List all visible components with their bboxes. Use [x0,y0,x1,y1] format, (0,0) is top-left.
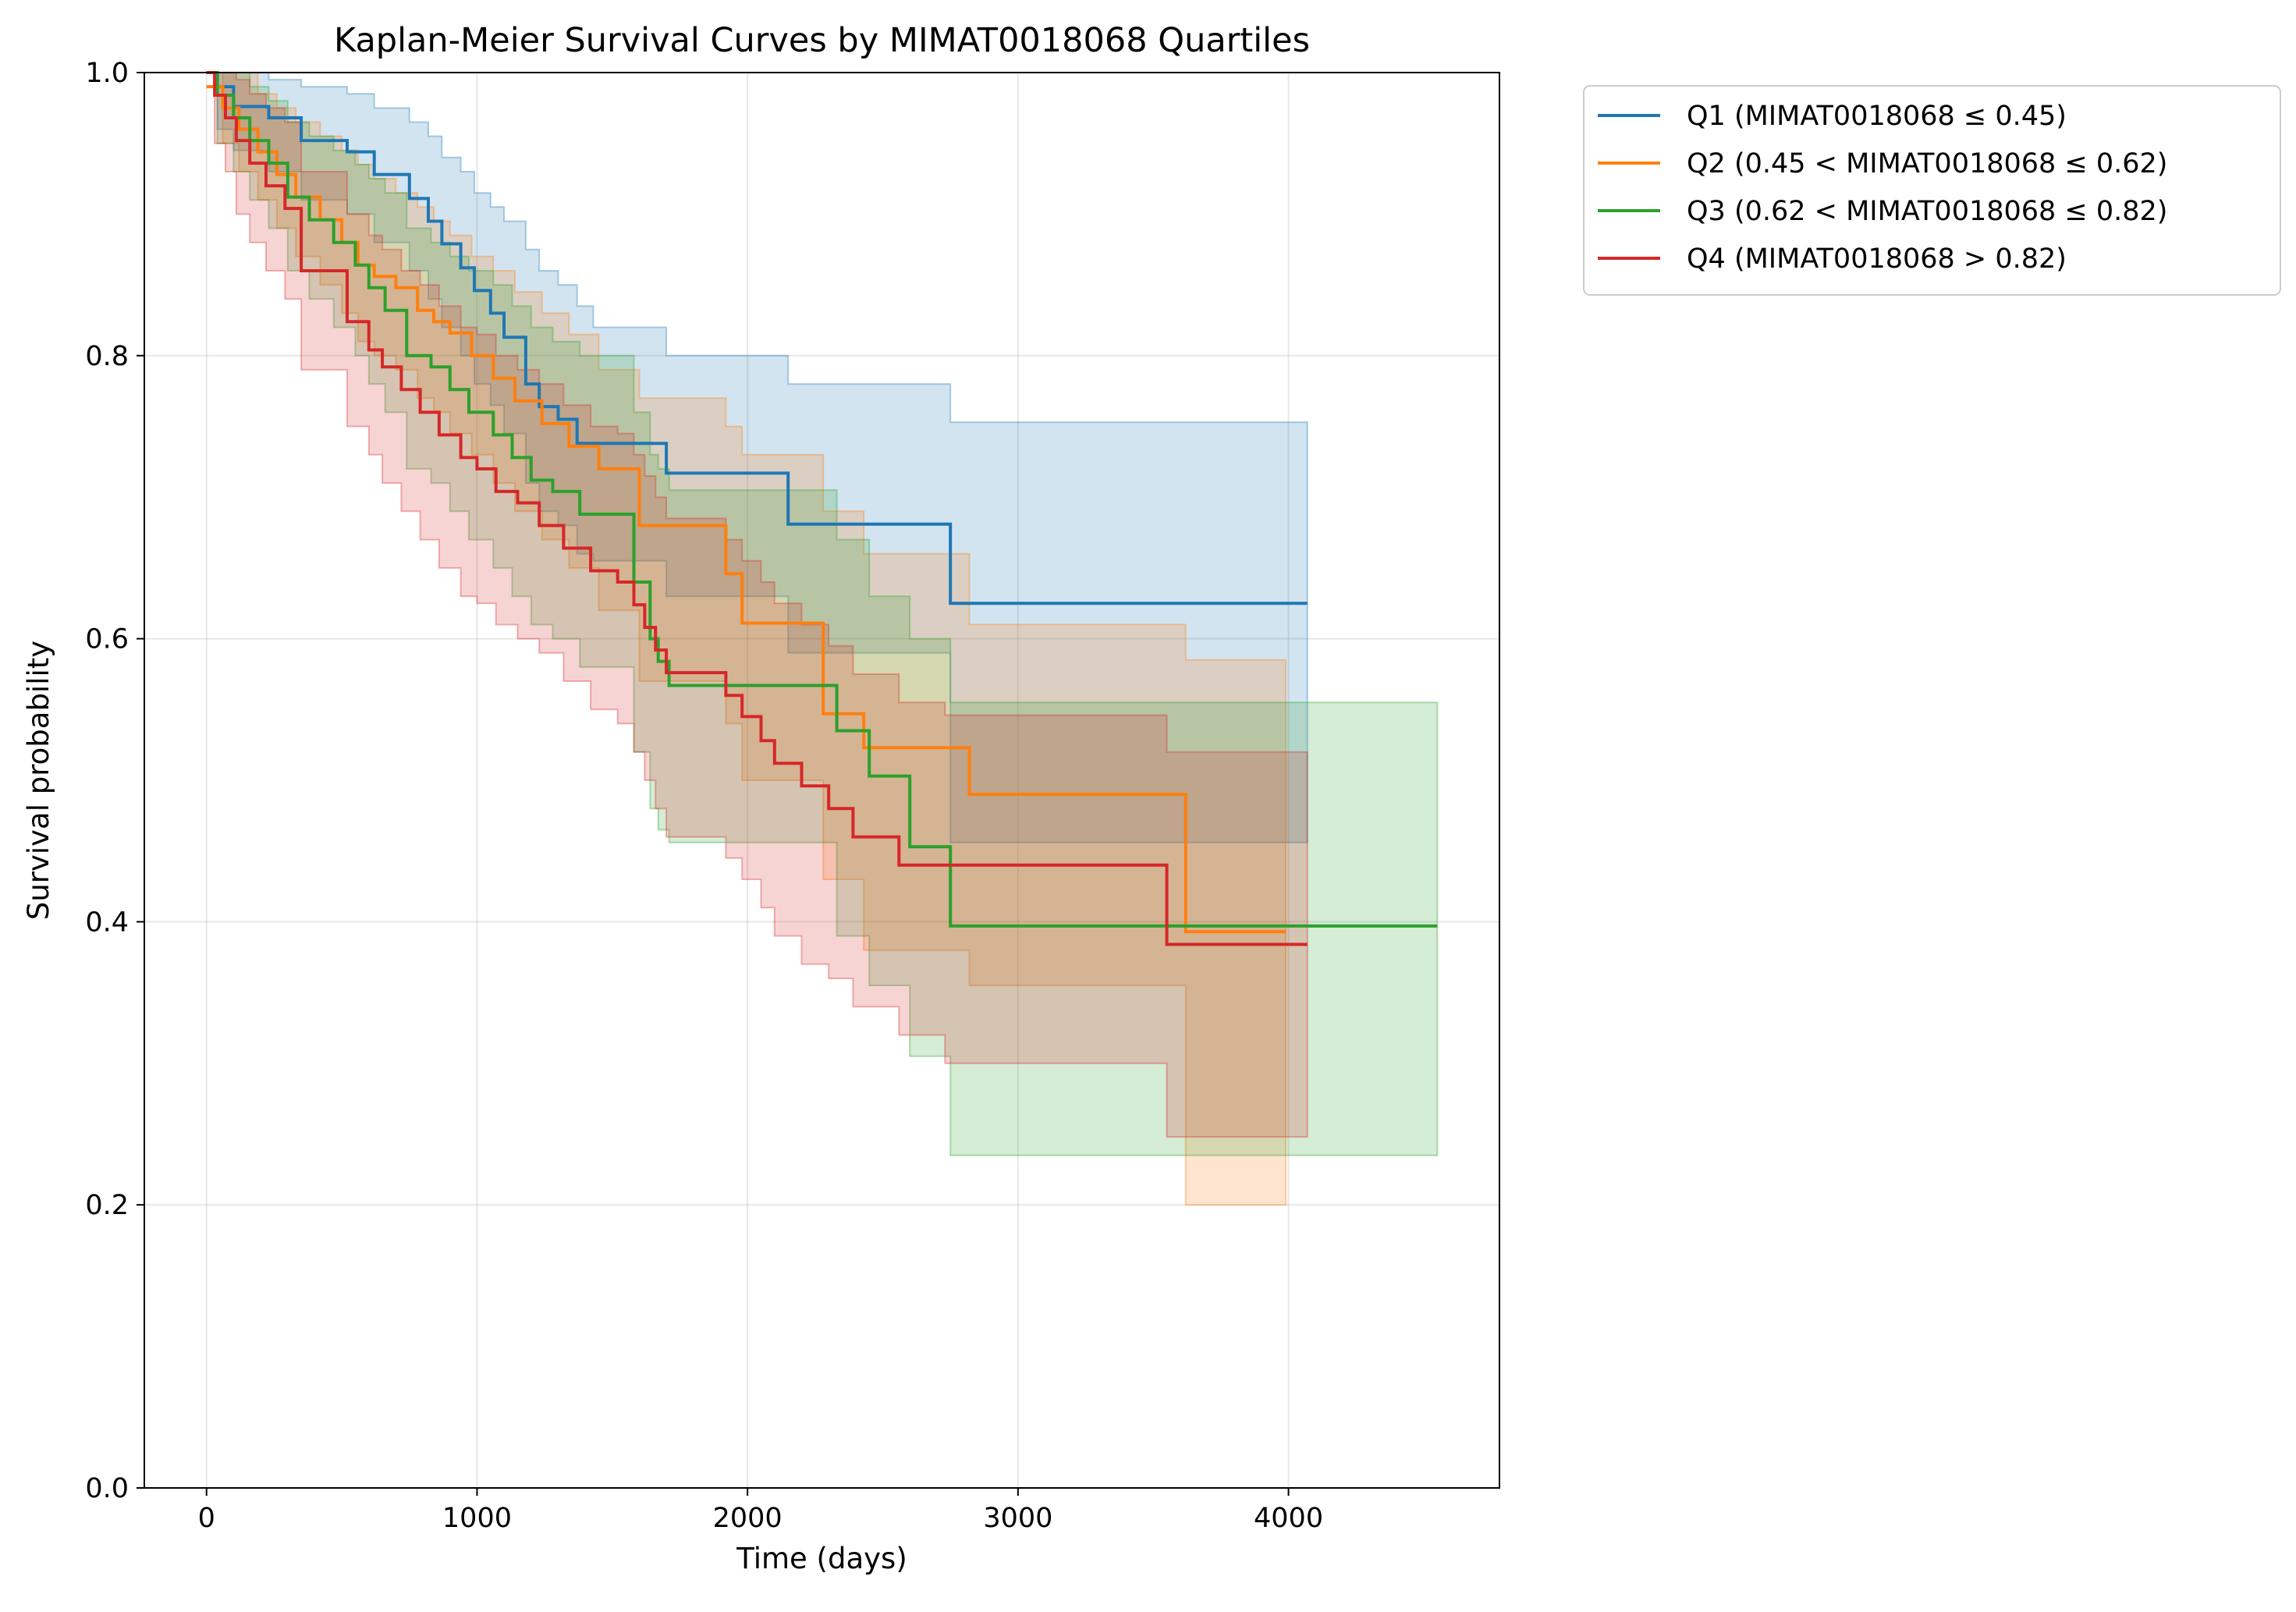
survival-line-q2 [206,85,1286,934]
ci-band-q4 [206,72,1308,1138]
y-tick-label: 1.0 [85,58,129,89]
legend-label: Q2 (0.45 < MIMAT0018068 ≤ 0.62) [1687,148,2167,179]
x-axis-label: Time (days) [736,1542,907,1575]
y-tick-label: 0.0 [85,1473,129,1504]
y-tick-label: 0.4 [85,907,129,938]
ci-band-q3 [206,72,1439,1156]
legend-label: Q4 (MIMAT0018068 > 0.82) [1687,243,2067,275]
x-tick-label: 4000 [1254,1503,1323,1534]
legend-label: Q3 (0.62 < MIMAT0018068 ≤ 0.82) [1687,196,2167,227]
y-tick-label: 0.2 [85,1190,129,1221]
y-tick-label: 0.6 [85,624,129,655]
axis-ticks: 0 1000 2000 3000 4000 0.0 0.2 0.4 0.6 0.8 1.0 [85,58,1323,1534]
legend-box [1583,85,2281,296]
x-tick-label: 2000 [713,1503,782,1534]
survival-line-q1 [206,71,1308,605]
x-tick-label: 3000 [983,1503,1052,1534]
legend-label: Q1 (MIMAT0018068 ≤ 0.45) [1687,101,2067,132]
y-tick-label: 0.8 [85,341,129,372]
legend: Q1 (MIMAT0018068 ≤ 0.45) Q2 (0.45 < MIMAT… [1583,85,2281,296]
survival-lines [206,71,1438,946]
survival-line-q3 [206,71,1438,928]
x-tick-label: 1000 [442,1503,512,1534]
x-tick-label: 0 [198,1503,215,1534]
chart-title: Kaplan-Meier Survival Curves by MIMAT001… [334,21,1310,60]
axes-frame [144,72,1500,1489]
survival-line-q4 [206,71,1308,946]
y-axis-label: Survival probability [22,641,55,920]
ci-band-q1 [206,72,1308,843]
